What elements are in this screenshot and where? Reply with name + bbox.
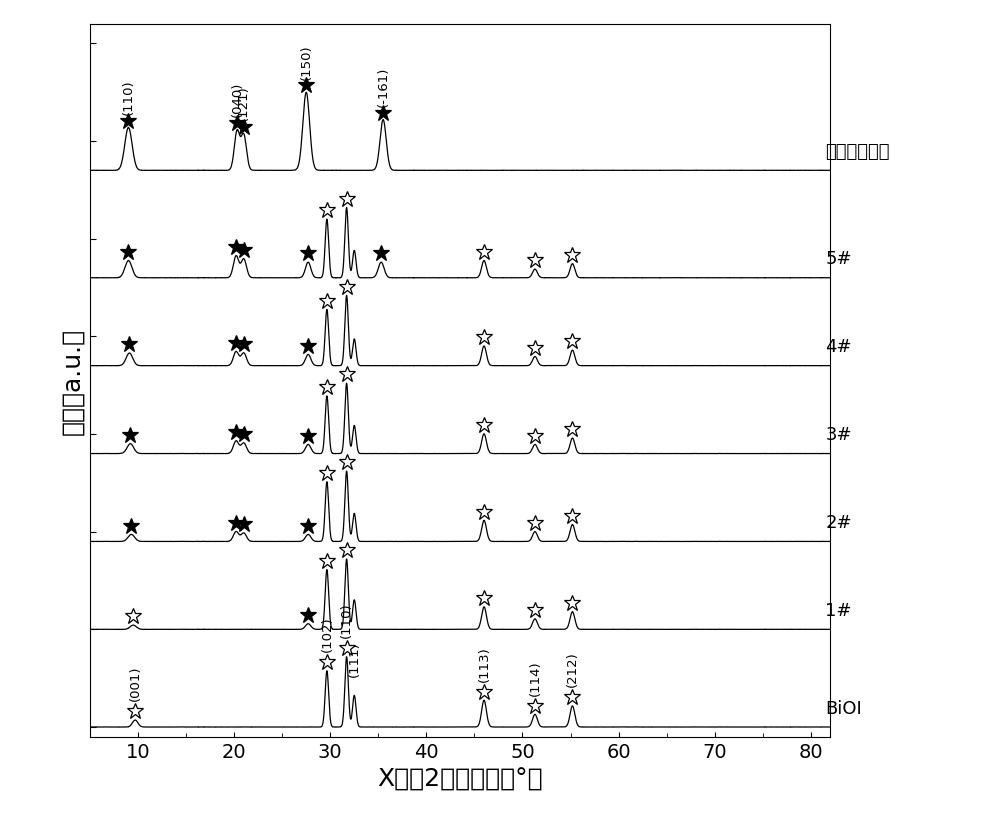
Text: (110): (110) [122,79,135,114]
Text: 酸化凹凸棒石: 酸化凹凸棒石 [825,142,890,161]
Y-axis label: 强度（a.u.）: 强度（a.u.） [60,327,84,435]
Text: (113): (113) [478,645,491,681]
Text: (114): (114) [528,659,541,695]
X-axis label: X射线2倍入射角（°）: X射线2倍入射角（°） [377,766,543,790]
Text: (040): (040) [231,82,244,117]
Text: 4#: 4# [825,338,852,356]
Text: (-161): (-161) [377,66,390,107]
Text: 2#: 2# [825,513,852,532]
Text: 3#: 3# [825,426,852,444]
Text: (121): (121) [237,85,250,121]
Text: (150): (150) [300,44,313,79]
Text: (212): (212) [566,651,579,686]
Text: (110): (110) [340,602,353,638]
Text: (102): (102) [320,616,333,652]
Text: 5#: 5# [825,250,852,268]
Text: (001): (001) [129,665,142,700]
Text: (111): (111) [348,640,361,676]
Text: BiOI: BiOI [825,699,862,717]
Text: 1#: 1# [825,601,852,619]
